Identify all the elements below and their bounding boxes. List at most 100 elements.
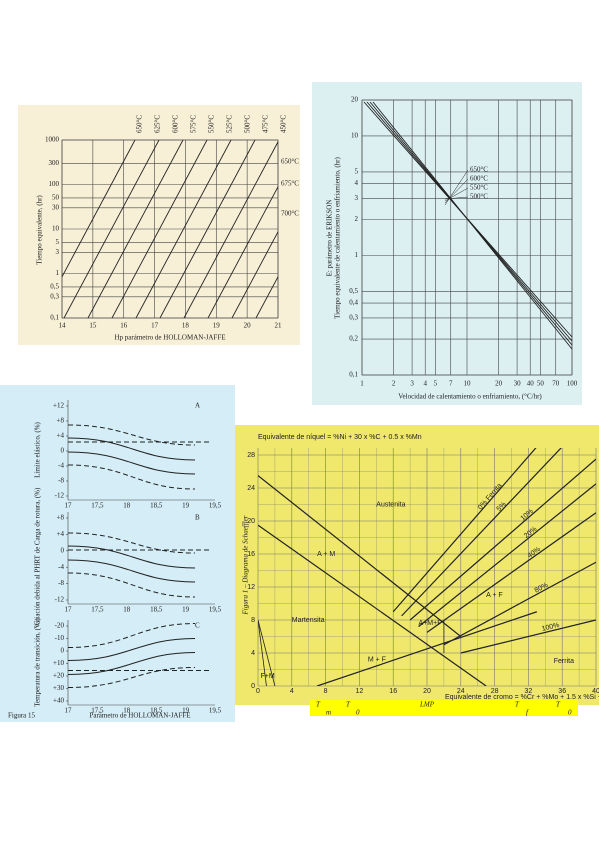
- y-tick-label: 16: [247, 551, 255, 558]
- x-tick-label: 19,5: [209, 707, 222, 715]
- y-axis-label: Tiempo equivalente de calentamiento o en…: [334, 157, 342, 319]
- curve: [231, 230, 278, 318]
- x-tick-label: 18,5: [150, 606, 163, 614]
- formula-text: 0: [356, 709, 360, 717]
- y-tick-label: 0,5: [349, 287, 358, 295]
- x-axis-label: Hp parámetro de HOLLOMAN-JAFFE: [114, 334, 225, 342]
- figure-2-bg: [312, 82, 582, 405]
- x-tick-label: 20: [244, 322, 252, 330]
- y-axis-label: Equivalente de níquel = %Ni + 30 x %C + …: [258, 434, 422, 441]
- ferrite-line-label: 100%: [541, 622, 560, 633]
- y-tick-label: 0: [61, 447, 65, 455]
- region-label: Austenita: [376, 501, 405, 508]
- y-tick-label: 2: [355, 215, 359, 223]
- boundary: [258, 619, 276, 686]
- x-tick-label: 1: [360, 380, 364, 388]
- boundary: [258, 619, 267, 686]
- boundary: [409, 458, 596, 621]
- curve: [67, 532, 196, 554]
- y-tick-label: -4: [58, 462, 64, 470]
- legend-label: 600°C: [470, 175, 488, 183]
- x-tick-label: 19,5: [209, 606, 222, 614]
- formula-text: T: [556, 701, 561, 709]
- x-tick-label: 20: [423, 688, 431, 695]
- curve: [135, 140, 232, 318]
- formula-text: T: [346, 701, 351, 709]
- curve: [207, 185, 278, 318]
- boundary: [392, 448, 537, 613]
- y-tick-label: 30: [52, 203, 60, 211]
- x-tick-label: 7: [449, 380, 453, 388]
- curve: [67, 638, 196, 661]
- x-tick-label: 19: [213, 322, 221, 330]
- x-tick-label: 12: [356, 688, 364, 695]
- curve: [111, 140, 208, 318]
- y-tick-label: 10: [351, 132, 359, 140]
- y-tick-label: +4: [57, 530, 65, 538]
- x-tick-label: 40: [592, 688, 599, 695]
- y-tick-label: 0,5: [50, 283, 59, 291]
- curve: [67, 464, 196, 490]
- curve-label: 575°C: [190, 115, 198, 133]
- y-tick-label: 4: [251, 650, 255, 657]
- curve: [67, 623, 196, 648]
- x-tick-label: 40: [527, 380, 535, 388]
- y-axis-label: E: parámetro de ERIKSON: [326, 200, 334, 277]
- y-tick-label: +40: [53, 697, 64, 705]
- region-label: Martensita: [292, 617, 325, 624]
- y-tick-label: +30: [53, 684, 64, 692]
- curve: [67, 437, 196, 461]
- y-tick-label: -20: [55, 622, 65, 630]
- x-tick-label: 19: [182, 707, 190, 715]
- y-tick-label: 5: [56, 238, 60, 246]
- y-tick-label: +8: [57, 417, 65, 425]
- y-tick-label: 0,3: [50, 292, 59, 300]
- curve: [67, 667, 196, 688]
- y-tick-label: 0,2: [349, 335, 358, 343]
- x-tick-label: 15: [89, 322, 97, 330]
- x-tick-label: 5: [434, 380, 438, 388]
- boundary: [316, 611, 538, 686]
- region-label: Ferrita: [554, 658, 574, 665]
- y-tick-label: +12: [53, 402, 64, 410]
- curve: [67, 652, 196, 675]
- boundaries: [258, 448, 596, 686]
- y-tick-label: 0: [61, 546, 65, 554]
- formula-text: 0: [568, 709, 572, 717]
- region-label: A+M+F: [419, 620, 442, 627]
- region-label: A + F: [486, 592, 503, 599]
- curve-label: 525°C: [226, 115, 234, 133]
- y-tick-label: 8: [251, 617, 255, 624]
- y-tick-label: 0,1: [349, 371, 358, 379]
- x-tick-label: 18: [123, 502, 131, 510]
- y-tick-label: 4: [355, 179, 359, 187]
- boundary: [426, 512, 596, 633]
- x-tick-label: 16: [120, 322, 128, 330]
- y-tick-label: 1000: [45, 136, 60, 144]
- curve: [255, 275, 278, 318]
- curve: [63, 140, 160, 318]
- curve: [372, 101, 573, 350]
- curves: [62, 140, 278, 318]
- x-tick-label: 17: [65, 606, 73, 614]
- boundary: [401, 448, 562, 617]
- y-tick-label: 50: [52, 194, 60, 202]
- x-tick-label: 28: [491, 688, 499, 695]
- x-tick-label: 14: [59, 322, 67, 330]
- y-tick-label: -8: [58, 579, 64, 587]
- x-tick-label: 30: [514, 380, 522, 388]
- x-tick-label: 4: [290, 688, 294, 695]
- y-axis-label: Temperatura de transición, (°C): [34, 618, 42, 707]
- x-tick-label: 17: [151, 322, 159, 330]
- curve: [159, 140, 256, 318]
- y-tick-label: 5: [355, 168, 359, 176]
- x-tick-label: 3: [410, 380, 414, 388]
- x-axis-label: Velocidad de calentamiento o enfriamient…: [398, 393, 542, 401]
- x-tick-label: 17,5: [91, 606, 104, 614]
- x-tick-label: 19,5: [209, 502, 222, 510]
- x-tick-label: 4: [423, 380, 427, 388]
- curve: [87, 140, 184, 318]
- curve-label: 625°C: [154, 115, 162, 133]
